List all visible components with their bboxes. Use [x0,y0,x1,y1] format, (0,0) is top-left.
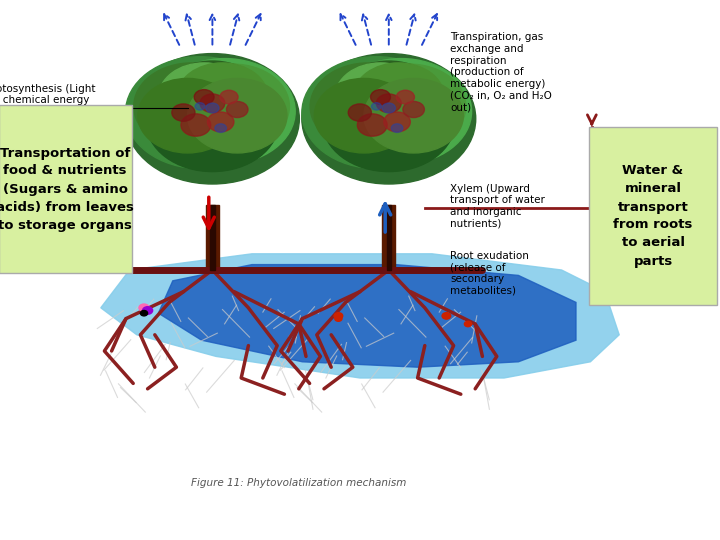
Circle shape [158,61,266,142]
Text: Photosynthesis (Light
to chemical energy
conversion): Photosynthesis (Light to chemical energy… [0,84,96,117]
Circle shape [125,53,300,184]
Circle shape [391,124,403,132]
Text: Figure 11: Phytovolatilization mechanism: Figure 11: Phytovolatilization mechanism [191,478,407,488]
Circle shape [310,63,426,150]
Circle shape [377,94,401,112]
Circle shape [382,103,395,113]
Polygon shape [158,265,576,367]
Circle shape [464,321,472,327]
Circle shape [348,104,372,122]
Polygon shape [101,254,619,378]
Circle shape [177,64,289,148]
Circle shape [206,103,219,113]
Bar [387,205,391,270]
Circle shape [195,103,205,110]
Text: Xylem (Upward
transport of water
and inorganic
nutrients): Xylem (Upward transport of water and ino… [450,184,545,228]
Circle shape [354,63,444,131]
Circle shape [396,90,415,104]
Circle shape [187,78,287,153]
Bar [206,205,219,270]
FancyBboxPatch shape [589,127,717,305]
Circle shape [302,53,476,184]
Circle shape [442,313,451,319]
Bar [210,205,215,270]
Circle shape [207,112,234,132]
Circle shape [215,124,227,132]
Circle shape [139,304,149,312]
Circle shape [194,90,214,105]
Circle shape [227,102,248,118]
Circle shape [384,112,410,132]
Circle shape [357,114,387,136]
Circle shape [134,63,250,150]
Text: Transportation of
food & nutrients
(Sugars & amino
acids) from leaves
to storage: Transportation of food & nutrients (Suga… [0,146,134,232]
Text: Water &
mineral
transport
from roots
to aerial
parts: Water & mineral transport from roots to … [613,165,693,267]
Circle shape [302,57,451,168]
Circle shape [158,63,250,131]
Circle shape [315,78,414,153]
Circle shape [154,58,295,164]
Circle shape [177,63,268,131]
Circle shape [335,61,443,142]
Circle shape [146,72,279,172]
Circle shape [138,78,238,153]
Circle shape [143,307,153,314]
Bar [382,205,395,270]
Circle shape [371,90,390,105]
Circle shape [403,102,424,118]
Circle shape [331,58,472,164]
Circle shape [181,114,211,136]
Circle shape [172,104,195,122]
Circle shape [335,316,342,321]
Circle shape [220,90,238,104]
Circle shape [372,103,382,110]
Circle shape [364,78,464,153]
Circle shape [354,64,466,148]
Circle shape [335,63,426,131]
Circle shape [125,57,274,168]
Circle shape [140,310,148,316]
Text: Transpiration, gas
exchange and
respiration
(production of
metabolic energy)
(CO: Transpiration, gas exchange and respirat… [450,32,552,112]
Circle shape [334,313,343,319]
Text: Phloem (Downward
transport of food): Phloem (Downward transport of food) [14,194,115,216]
Circle shape [200,94,225,112]
FancyBboxPatch shape [0,105,132,273]
Text: Root exudation
(release of
secondary
metabolites): Root exudation (release of secondary met… [450,251,529,296]
Circle shape [323,72,455,172]
